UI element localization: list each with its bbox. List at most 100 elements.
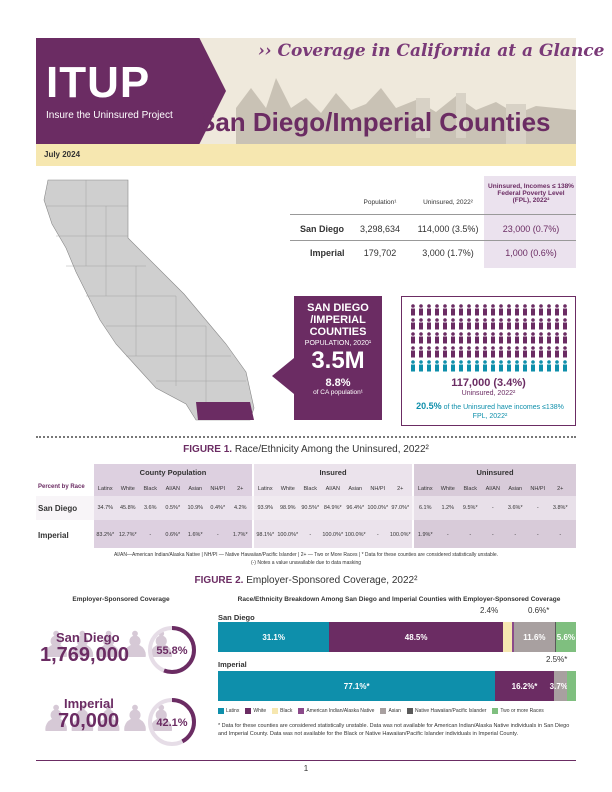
fig1-cell: 100.0%* [344,532,366,538]
cell-uninsured: 3,000 (1.7%) [422,248,474,258]
fig1-cell: - [491,532,494,538]
person-icon [515,318,519,330]
fig1-cell: 1.7%* [232,532,248,538]
fig1-cell: 98.9% [279,505,296,511]
figure1-prefix: FIGURE 1. [183,444,233,455]
fig1-cell: 34.7% [97,505,114,511]
col-uninsured: Uninsured, 2022² [423,199,473,206]
person-icon [515,304,519,316]
person-icon [411,360,415,372]
cell-population: 3,298,634 [359,224,401,234]
donut-pct-imp: 42.1% [156,717,187,729]
person-icon [459,346,463,358]
fig1-cell: 3.8%* [552,505,568,511]
person-icon [523,304,527,316]
person-icon [419,318,423,330]
donut-arc-imp [148,698,196,746]
county-name-sd: San Diego [56,630,120,645]
subcol-header: Asian [508,486,523,492]
person-icon [443,318,447,330]
person-icon [467,318,471,330]
population-stat-box: SAN DIEGO /IMPERIAL COUNTIES POPULATION,… [294,296,382,420]
person-icon [507,304,511,316]
subcol-header: NH/PI [210,486,226,492]
cell-population: 179,702 [363,248,397,258]
subcol-header: AI/AN [485,486,500,492]
fig1-cell: 100.0%* [277,532,299,538]
fpl-pct: 20.5% [416,401,442,411]
legend-item: Black [272,708,292,714]
person-icon [563,318,567,330]
subcol-header: AI/AN [325,486,340,492]
page-title: San Diego/Imperial Counties [198,107,551,137]
subcol-header: 2+ [557,486,564,492]
person-icon [451,332,455,344]
subcol-header: Black [303,486,317,492]
person-icon [555,318,559,330]
person-icon [435,304,439,316]
person-icon [443,304,447,316]
bar-segment: 48.5% [329,622,503,652]
fpl-column-bg [484,176,576,268]
person-icon [507,360,511,372]
person-icon [475,360,479,372]
person-icon [515,360,519,372]
person-icon [499,304,503,316]
figure1-note1: AI/AN—American Indian/Alaska Native | NH… [113,552,499,558]
fig1-cell: - [216,532,219,538]
table-divider [290,240,576,241]
subcol-header: Latinx [97,486,113,492]
bar-segment: 77.1%* [218,671,496,701]
person-icon [419,332,423,344]
legend-item: Two or more Races [492,708,544,714]
person-icon [523,318,527,330]
person-icon [443,360,447,372]
legend-swatch [380,708,387,714]
person-icon [515,332,519,344]
legend-swatch [492,708,499,714]
bar-segment [502,622,512,652]
fig1-cell: - [446,532,449,538]
person-icon [451,346,455,358]
subcol-header: Black [143,486,157,492]
donut-imp: 42.1% [148,698,196,746]
fig1-cell: 6.1% [418,505,432,511]
person-icon [547,304,551,316]
fig1-cell: 0.5%* [165,505,181,511]
footer-rule [36,760,576,761]
person-icon [459,318,463,330]
person-icon [555,332,559,344]
person-icon [563,346,567,358]
person-icon [499,360,503,372]
figure2-title-text: Employer-Sponsored Coverage, 2022² [246,575,418,586]
report-date: July 2024 [44,150,81,159]
bar-segment [555,622,556,652]
legend-item: Asian [380,708,401,714]
person-icon [419,346,423,358]
fpl-statement: 20.5% of the Uninsured have incomes ≤138… [410,402,570,421]
person-icon [531,318,535,330]
cell-uninsured-fpl: 23,000 (0.7%) [502,224,560,234]
fig1-cell: 1.9%* [417,532,433,538]
header-tagline: ›› Coverage in California at a Glance [258,41,605,61]
fig1-cell: 90.5%* [301,505,320,511]
fig1-cell: 100.0%* [389,532,411,538]
group-label-uninsured: Uninsured [476,468,514,477]
person-icon [459,304,463,316]
uninsured-label: Uninsured, 2022² [461,390,516,397]
callout-twoplus-imp: 2.5%* [546,655,568,664]
california-map [43,179,255,421]
person-icon [427,304,431,316]
stat-arrow [272,358,294,394]
person-icon [459,332,463,344]
person-icon [531,304,535,316]
donut-pct-sd: 55.8% [156,645,187,657]
person-icon [475,332,479,344]
person-icon [547,332,551,344]
figure1-title-text: Race/Ethnicity Among the Uninsured, 2022… [234,444,429,455]
fig1-cell: 100.0%* [367,505,389,511]
fig1-cell: 93.9% [257,505,274,511]
person-icon [547,318,551,330]
section-divider [36,436,576,438]
person-icon [475,318,479,330]
